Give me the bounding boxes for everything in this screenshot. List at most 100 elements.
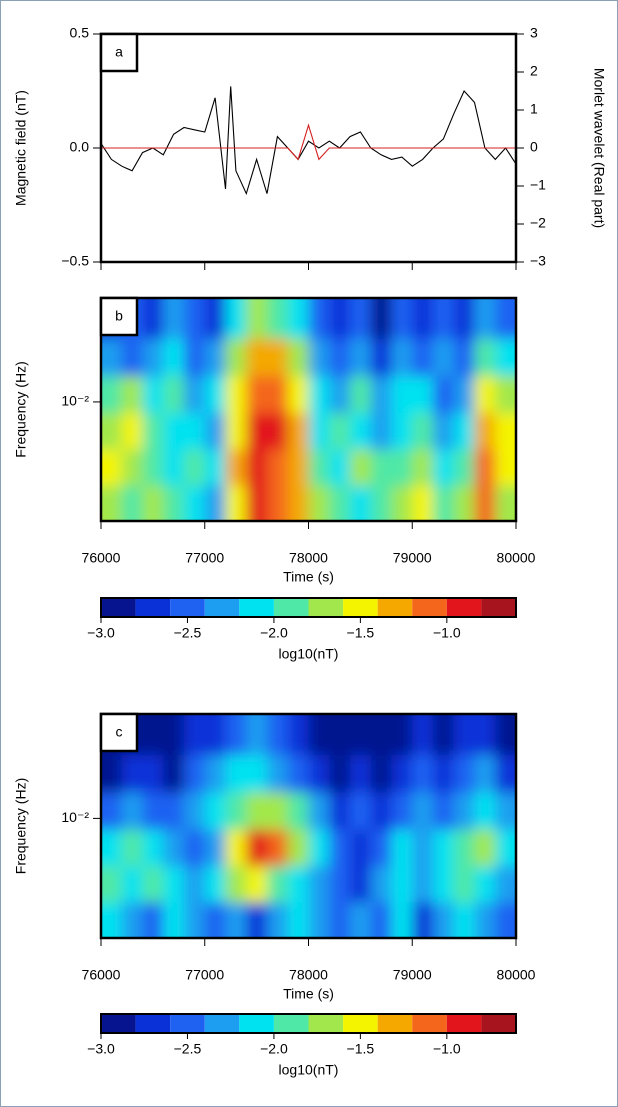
colorbar-swatch: [239, 598, 274, 617]
heatmap-cell: [204, 829, 226, 867]
heatmap-cell: [246, 338, 268, 377]
y-axis-label: Frequency (Hz): [13, 778, 29, 874]
heatmap-cell: [495, 792, 516, 830]
heatmap-cell: [308, 449, 330, 486]
heatmap-cell: [433, 338, 455, 377]
heatmap-cell: [101, 338, 123, 377]
heatmap-cell: [412, 338, 434, 377]
heatmap-cell: [267, 449, 289, 486]
x-tick-label: 80000: [497, 550, 536, 566]
heatmap-cell: [225, 412, 247, 450]
heatmap-cell: [121, 829, 143, 867]
heatmap-cell: [163, 902, 185, 938]
heatmap-cell: [370, 298, 392, 339]
heatmap-cell: [163, 485, 185, 521]
x-tick-label: 77000: [185, 967, 224, 983]
y-axis-label: Frequency (Hz): [13, 361, 29, 457]
heatmap-cell: [453, 829, 475, 867]
y2-tick-label: −1: [530, 177, 546, 193]
heatmap-cell: [433, 754, 455, 793]
heatmap-cell: [453, 902, 475, 938]
colorbar-tick-label: −3.0: [87, 625, 115, 641]
colorbar-swatch: [308, 1014, 344, 1033]
heatmap-cell: [142, 714, 164, 756]
heatmap-cell: [225, 792, 247, 830]
heatmap-cell: [287, 449, 309, 486]
heatmap-cell: [246, 485, 268, 521]
x-tick-label: 77000: [185, 550, 224, 566]
heatmap-cell: [412, 902, 434, 938]
heatmap-cell: [246, 449, 268, 486]
data-line: [101, 123, 516, 161]
panel-label-box: [99, 712, 139, 753]
heatmap-cell: [329, 449, 351, 486]
heatmap-cell: [184, 714, 206, 756]
heatmap-cell: [287, 865, 309, 903]
heatmap-cell: [184, 792, 206, 830]
heatmap-cell: [412, 298, 434, 339]
y2-tick-label: 2: [530, 63, 538, 79]
heatmap-cell: [433, 485, 455, 521]
heatmap-cell: [474, 902, 496, 938]
panel-label: b: [115, 308, 123, 324]
heatmap-cell: [412, 792, 434, 830]
heatmap-cell: [391, 754, 413, 793]
heatmap-cell: [350, 902, 372, 938]
heatmap-cell: [474, 338, 496, 377]
colorbar-swatch: [377, 1014, 413, 1033]
heatmap-cell: [370, 792, 392, 830]
heatmap-cell: [142, 754, 164, 793]
heatmap-cell: [329, 865, 351, 903]
heatmap-cell: [495, 829, 516, 867]
heatmap-cell: [101, 902, 123, 938]
heatmap-cell: [142, 865, 164, 903]
heatmap-cell: [184, 375, 206, 414]
colorbar-swatch: [343, 598, 378, 617]
heatmap-cell: [329, 338, 351, 377]
heatmap-cell: [184, 412, 206, 450]
heatmap-cell: [453, 485, 475, 521]
heatmap-cell: [350, 865, 372, 903]
heatmap-cell: [370, 485, 392, 521]
heatmap-cell: [101, 792, 123, 830]
heatmap-cell: [267, 829, 289, 867]
heatmap-cell: [121, 412, 143, 450]
x-tick-label: 78000: [289, 967, 328, 983]
heatmap-cell: [474, 485, 496, 521]
y-tick-label: 10⁻²: [61, 809, 89, 825]
heatmap-cell: [246, 792, 268, 830]
heatmap-cell: [121, 865, 143, 903]
heatmap-cell: [412, 375, 434, 414]
heatmap-cell: [287, 902, 309, 938]
heatmap-cell: [412, 412, 434, 450]
heatmap-cell: [184, 449, 206, 486]
heatmap-cell: [495, 902, 516, 938]
heatmap-cell: [204, 792, 226, 830]
heatmap-cell: [350, 829, 372, 867]
heatmap-cell: [101, 754, 123, 793]
heatmap: [101, 298, 516, 521]
heatmap-cell: [453, 412, 475, 450]
heatmap-cell: [246, 754, 268, 793]
heatmap-cell: [246, 412, 268, 450]
heatmap-cell: [453, 449, 475, 486]
heatmap-cell: [184, 902, 206, 938]
heatmap-cell: [121, 449, 143, 486]
heatmap-cell: [225, 754, 247, 793]
heatmap-cell: [225, 449, 247, 486]
heatmap-cell: [163, 375, 185, 414]
x-axis-label: Time (s): [283, 569, 334, 585]
heatmap-cell: [267, 714, 289, 756]
heatmap-cell: [267, 338, 289, 377]
heatmap-cell: [474, 792, 496, 830]
heatmap-cell: [308, 298, 330, 339]
heatmap-cell: [391, 902, 413, 938]
heatmap-cell: [287, 792, 309, 830]
colorbar-swatch: [135, 598, 171, 617]
heatmap-cell: [453, 714, 475, 756]
heatmap-cell: [495, 714, 516, 756]
heatmap-cell: [287, 714, 309, 756]
heatmap-cell: [204, 754, 226, 793]
heatmap-cell: [308, 338, 330, 377]
heatmap-cell: [412, 449, 434, 486]
